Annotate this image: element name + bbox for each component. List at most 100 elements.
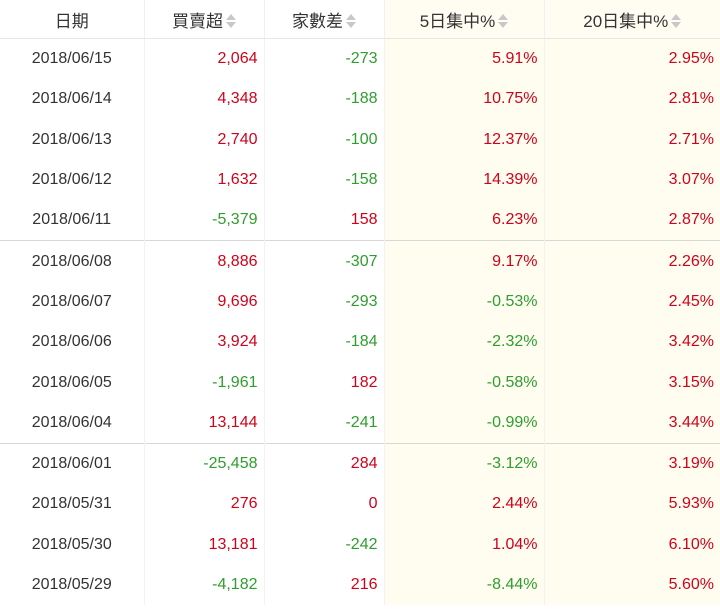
cell-net-buy: 276 bbox=[143, 484, 264, 525]
cell-broker-diff: -158 bbox=[263, 159, 384, 201]
cell-net-buy: 2,740 bbox=[143, 119, 264, 160]
cell-concentration-5d: 6.23% bbox=[383, 200, 544, 241]
table-row: 2018/06/07 9,696 -293 -0.53% 2.45% bbox=[0, 281, 720, 323]
cell-broker-diff: 0 bbox=[263, 484, 384, 525]
sort-icon[interactable] bbox=[226, 13, 236, 28]
cell-concentration-5d: 12.37% bbox=[383, 119, 544, 160]
table-row: 2018/06/04 13,144 -241 -0.99% 3.44% bbox=[0, 402, 720, 444]
cell-date: 2018/06/05 bbox=[31, 373, 112, 391]
cell-broker-diff: 216 bbox=[263, 564, 384, 606]
cell-date: 2018/05/30 bbox=[31, 535, 112, 553]
table-header: 日期 買賣超 家數差 5日集中% 20日集中% bbox=[0, 0, 720, 39]
column-header-concentration-20d[interactable]: 20日集中% bbox=[543, 0, 720, 39]
table-row: 2018/06/06 3,924 -184 -2.32% 3.42% bbox=[0, 322, 720, 363]
table-row: 2018/06/15 2,064 -273 5.91% 2.95% bbox=[0, 38, 720, 80]
cell-concentration-5d: 14.39% bbox=[383, 159, 544, 201]
cell-broker-diff: -241 bbox=[263, 402, 384, 444]
cell-concentration-20d: 6.10% bbox=[543, 524, 720, 565]
cell-date: 2018/06/08 bbox=[0, 240, 144, 282]
cell-net-buy: -25,458 bbox=[143, 442, 264, 485]
cell-concentration-20d: 3.19% bbox=[543, 442, 720, 485]
column-header-date: 日期 bbox=[0, 0, 144, 39]
cell-concentration-20d: 2.87% bbox=[543, 200, 720, 241]
cell-net-buy: 4,348 bbox=[143, 79, 264, 120]
cell-net-buy: 13,181 bbox=[143, 524, 264, 565]
table-row: 2018/06/11 -5,379 158 6.23% 2.87% bbox=[0, 200, 720, 241]
table-row: 2018/05/31 276 0 2.44% 5.93% bbox=[0, 484, 720, 525]
cell-net-buy: -4,182 bbox=[143, 564, 264, 606]
table-row: 2018/06/01 -25,458 284 -3.12% 3.19% bbox=[0, 442, 720, 485]
cell-date: 2018/06/06 bbox=[31, 333, 112, 351]
cell-net-buy: 1,632 bbox=[143, 159, 264, 201]
cell-net-buy: 8,886 bbox=[143, 240, 264, 282]
table-row: 2018/06/08 8,886 -307 9.17% 2.26% bbox=[0, 240, 720, 282]
cell-date: 2018/06/11 bbox=[32, 211, 112, 229]
sort-icon[interactable] bbox=[671, 13, 682, 28]
cell-broker-diff: 284 bbox=[263, 442, 384, 485]
cell-broker-diff: -273 bbox=[263, 38, 384, 80]
cell-concentration-5d: -0.58% bbox=[383, 362, 544, 403]
cell-concentration-5d: -3.12% bbox=[383, 442, 544, 485]
cell-broker-diff: -293 bbox=[263, 281, 384, 323]
cell-concentration-5d: 5.91% bbox=[383, 38, 544, 80]
cell-date: 2018/06/15 bbox=[31, 50, 112, 68]
cell-net-buy: 9,696 bbox=[143, 281, 264, 323]
cell-broker-diff: -242 bbox=[263, 524, 384, 565]
cell-concentration-5d: -2.32% bbox=[383, 322, 544, 363]
cell-concentration-5d: 9.17% bbox=[383, 240, 544, 282]
header-row: 日期 買賣超 家數差 5日集中% 20日集中% bbox=[0, 0, 720, 39]
cell-date: 2018/06/07 bbox=[31, 292, 112, 310]
cell-concentration-5d: 1.04% bbox=[383, 524, 544, 565]
cell-concentration-20d: 2.71% bbox=[543, 119, 720, 160]
cell-broker-diff: -100 bbox=[263, 119, 384, 160]
column-header-label: 買賣超 bbox=[172, 11, 223, 31]
table-row: 2018/06/13 2,740 -100 12.37% 2.71% bbox=[0, 119, 720, 160]
cell-broker-diff: 158 bbox=[263, 200, 384, 241]
column-header-label: 5日集中% bbox=[419, 11, 496, 31]
table-body: 2018/06/15 2,064 -273 5.91% 2.95% 2018/06/14 4… bbox=[0, 38, 720, 606]
cell-net-buy: -1,961 bbox=[143, 362, 264, 403]
column-header-label: 日期 bbox=[54, 11, 89, 31]
table-row: 2018/05/30 13,181 -242 1.04% 6.10% bbox=[0, 524, 720, 565]
cell-broker-diff: -188 bbox=[263, 79, 384, 120]
cell-date: 2018/05/31 bbox=[31, 495, 112, 513]
table-row: 2018/05/29 -4,182 216 -8.44% 5.60% bbox=[0, 564, 720, 606]
column-header-net-buy[interactable]: 買賣超 bbox=[143, 0, 264, 39]
cell-date: 2018/06/04 bbox=[31, 413, 112, 431]
cell-concentration-20d: 5.93% bbox=[543, 484, 720, 525]
cell-concentration-5d: -0.53% bbox=[383, 281, 544, 323]
cell-broker-diff: 182 bbox=[263, 362, 384, 403]
cell-concentration-5d: 2.44% bbox=[383, 484, 544, 525]
cell-net-buy: 2,064 bbox=[143, 38, 264, 80]
cell-concentration-20d: 2.26% bbox=[543, 240, 720, 282]
table-row: 2018/06/05 -1,961 182 -0.58% 3.15% bbox=[0, 362, 720, 403]
cell-date: 2018/06/14 bbox=[31, 90, 112, 108]
cell-concentration-20d: 2.81% bbox=[543, 79, 720, 120]
cell-broker-diff: -184 bbox=[263, 322, 384, 363]
sort-icon[interactable] bbox=[346, 13, 356, 28]
cell-net-buy: 13,144 bbox=[143, 402, 264, 444]
cell-concentration-20d: 3.42% bbox=[543, 322, 720, 363]
cell-concentration-20d: 2.45% bbox=[543, 281, 720, 323]
column-header-label: 20日集中% bbox=[583, 11, 669, 31]
cell-concentration-5d: -8.44% bbox=[383, 564, 544, 606]
sort-icon[interactable] bbox=[498, 13, 509, 28]
table-row: 2018/06/14 4,348 -188 10.75% 2.81% bbox=[0, 79, 720, 120]
cell-concentration-5d: -0.99% bbox=[383, 402, 544, 444]
cell-concentration-20d: 3.15% bbox=[543, 362, 720, 403]
cell-date: 2018/06/13 bbox=[31, 130, 112, 148]
column-header-concentration-5d[interactable]: 5日集中% bbox=[383, 0, 544, 39]
cell-net-buy: -5,379 bbox=[143, 200, 264, 241]
column-header-label: 家數差 bbox=[292, 11, 343, 31]
cell-broker-diff: -307 bbox=[263, 240, 384, 282]
cell-concentration-20d: 5.60% bbox=[543, 564, 720, 606]
cell-concentration-5d: 10.75% bbox=[383, 79, 544, 120]
column-header-broker-diff[interactable]: 家數差 bbox=[263, 0, 384, 39]
cell-date: 2018/05/29 bbox=[31, 576, 112, 593]
cell-net-buy: 3,924 bbox=[143, 322, 264, 363]
cell-date: 2018/06/01 bbox=[0, 442, 144, 485]
cell-concentration-20d: 2.95% bbox=[543, 38, 720, 80]
cell-date: 2018/06/12 bbox=[31, 171, 112, 189]
cell-concentration-20d: 3.07% bbox=[543, 159, 720, 201]
